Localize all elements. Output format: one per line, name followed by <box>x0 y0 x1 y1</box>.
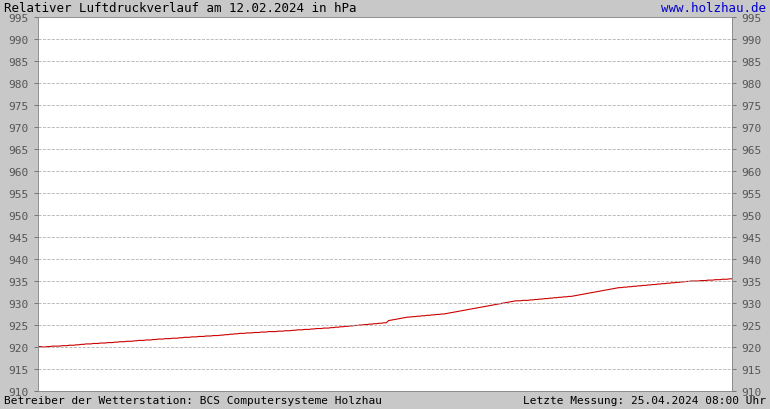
Text: www.holzhau.de: www.holzhau.de <box>661 2 766 16</box>
Text: Relativer Luftdruckverlauf am 12.02.2024 in hPa: Relativer Luftdruckverlauf am 12.02.2024… <box>4 2 357 16</box>
Text: Letzte Messung: 25.04.2024 08:00 Uhr: Letzte Messung: 25.04.2024 08:00 Uhr <box>523 395 766 405</box>
Text: Betreiber der Wetterstation: BCS Computersysteme Holzhau: Betreiber der Wetterstation: BCS Compute… <box>4 395 382 405</box>
